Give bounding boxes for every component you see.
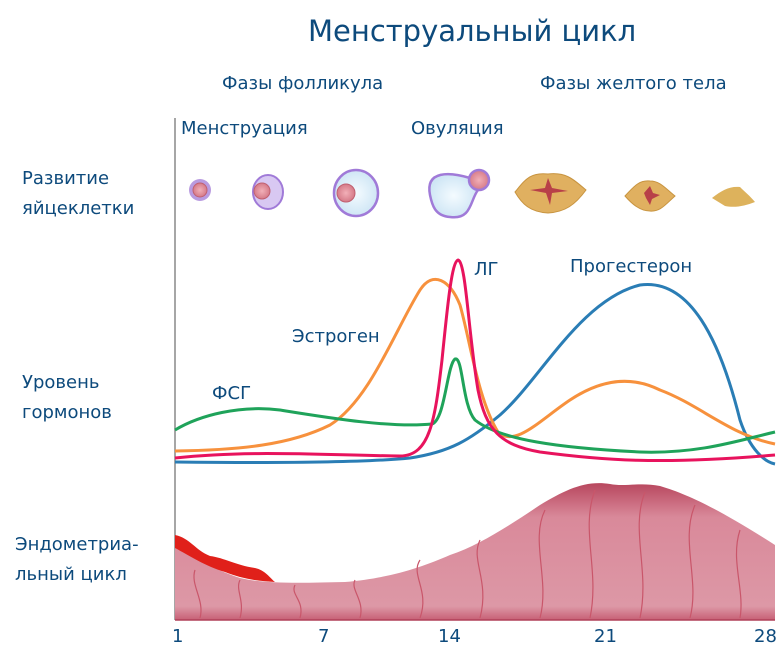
follicular-phase-label: Фазы фолликула	[222, 73, 384, 94]
endometrium-layer	[175, 483, 775, 620]
endometrial-cycle-label: Эндометриа-льный цикл	[15, 534, 139, 585]
progesterone-label: Прогестерон	[570, 256, 693, 277]
day-tick: 28	[754, 626, 777, 647]
fsh-curve	[174, 357, 776, 454]
lh-label: ЛГ	[474, 259, 499, 280]
ovulating-follicle-icon	[428, 172, 480, 219]
day-tick: 7	[318, 626, 330, 647]
day-tick: 21	[594, 626, 617, 647]
luteal-phase-label: Фазы желтого тела	[540, 73, 727, 94]
endometrium-vessels	[193, 489, 742, 619]
day-tick: 1	[172, 626, 184, 647]
lh-curve	[174, 258, 776, 463]
fsh-label: ФСГ	[212, 383, 252, 404]
egg-development-label: Развитие яйцеклетки	[22, 168, 135, 219]
estrogen-label: Эстроген	[292, 326, 380, 347]
corpus-albicans-icon	[712, 186, 755, 207]
egg-development-icons	[189, 168, 755, 219]
progesterone-curve	[174, 283, 776, 466]
day-tick: 14	[438, 626, 461, 647]
secondary-follicle-icon	[332, 168, 380, 218]
menstruation-label: Менструация	[181, 118, 308, 139]
menstrual-blood-layer	[175, 535, 275, 582]
diagram-title: Менструальный цикл	[308, 14, 637, 48]
ovulation-label: Овуляция	[411, 118, 504, 139]
hormone-level-label: Уровень гормонов	[22, 372, 112, 423]
